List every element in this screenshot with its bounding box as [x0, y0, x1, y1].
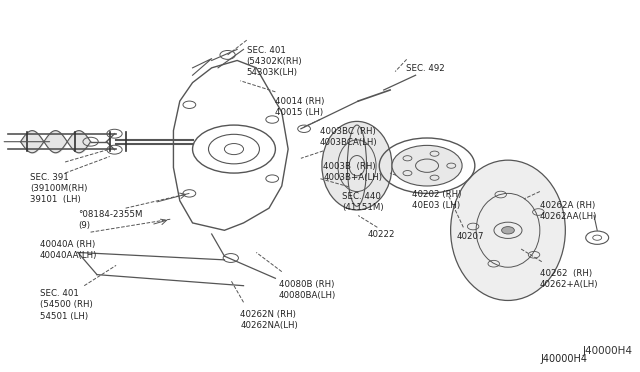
Text: °08184-2355M
(9): °08184-2355M (9): [78, 210, 142, 230]
Ellipse shape: [322, 121, 392, 210]
Text: SEC. 440
(41151M): SEC. 440 (41151M): [342, 192, 384, 212]
Text: 40207: 40207: [457, 232, 484, 241]
Text: SEC. 401
(54302K(RH)
54303K(LH): SEC. 401 (54302K(RH) 54303K(LH): [246, 46, 302, 77]
Text: 40040A (RH)
40040AA(LH): 40040A (RH) 40040AA(LH): [40, 240, 97, 260]
Text: 40202 (RH)
40E03 (LH): 40202 (RH) 40E03 (LH): [412, 190, 462, 210]
Text: SEC. 401
(54500 (RH)
54501 (LH): SEC. 401 (54500 (RH) 54501 (LH): [40, 289, 92, 321]
Text: 40222: 40222: [368, 230, 396, 239]
Text: 40080B (RH)
40080BA(LH): 40080B (RH) 40080BA(LH): [278, 280, 336, 300]
Text: 40262N (RH)
40262NA(LH): 40262N (RH) 40262NA(LH): [241, 310, 298, 330]
Text: 40014 (RH)
40015 (LH): 40014 (RH) 40015 (LH): [275, 97, 324, 118]
Text: 40262  (RH)
40262+A(LH): 40262 (RH) 40262+A(LH): [540, 269, 598, 289]
Ellipse shape: [451, 160, 565, 301]
Text: J40000H4: J40000H4: [541, 354, 588, 364]
Circle shape: [502, 227, 515, 234]
Text: 4003B  (RH)
4003B+A(LH): 4003B (RH) 4003B+A(LH): [323, 162, 382, 182]
Text: SEC. 492: SEC. 492: [406, 64, 445, 73]
Text: 40262A (RH)
40262AA(LH): 40262A (RH) 40262AA(LH): [540, 201, 597, 221]
Circle shape: [392, 145, 462, 186]
Text: J40000H4: J40000H4: [582, 346, 632, 356]
Text: 4003BC (RH)
4003BCA(LH): 4003BC (RH) 4003BCA(LH): [320, 127, 378, 147]
Text: SEC. 391
(39100M(RH)
39101  (LH): SEC. 391 (39100M(RH) 39101 (LH): [30, 173, 88, 204]
